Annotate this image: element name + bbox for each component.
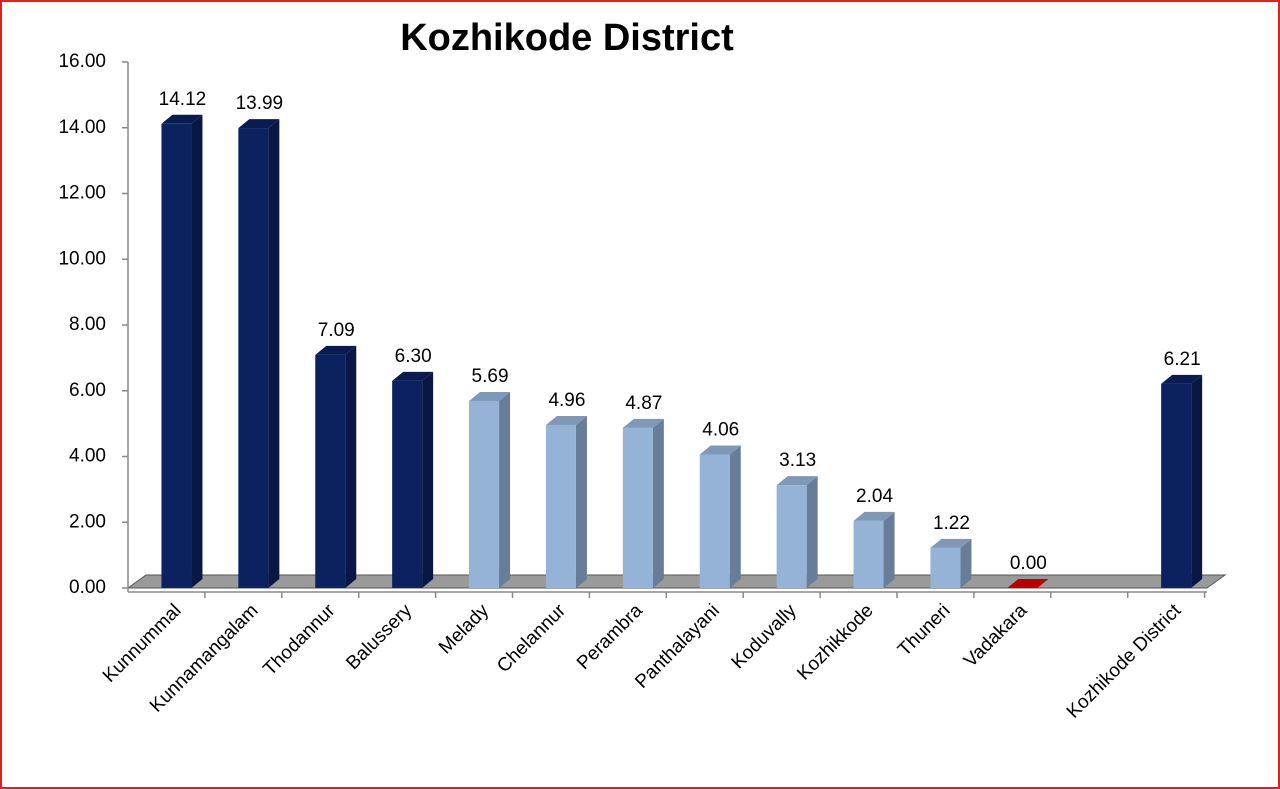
y-tick-label: 10.00 (58, 248, 106, 269)
bar-side (345, 345, 357, 588)
bar-top (930, 538, 972, 548)
bar-front (545, 424, 576, 588)
bar-front (469, 400, 500, 588)
bar-side (268, 119, 280, 589)
value-label: 4.06 (702, 420, 739, 441)
bar-top (469, 391, 511, 401)
y-tick-label: 12.00 (58, 183, 106, 204)
y-tick-label: 6.00 (69, 380, 106, 401)
bar-side (652, 418, 664, 588)
bar-front (699, 454, 730, 588)
value-label: 3.13 (779, 450, 816, 471)
bar (392, 371, 434, 588)
bar (853, 511, 895, 588)
bar (469, 391, 511, 588)
bar (930, 538, 972, 588)
y-tick-label: 16.00 (58, 51, 106, 72)
bar-side (191, 114, 203, 589)
value-label: 2.04 (856, 486, 893, 507)
y-tick-label: 14.00 (58, 117, 106, 138)
value-label: 6.30 (395, 346, 432, 367)
value-label: 1.22 (933, 513, 970, 534)
bar-front (392, 380, 423, 588)
bar (622, 418, 664, 588)
chart-title: Kozhikode District (400, 17, 734, 59)
bar (315, 345, 357, 588)
bar-top (622, 418, 664, 428)
bar-front (853, 520, 884, 588)
floor (126, 574, 1227, 589)
bar-top (238, 119, 280, 129)
bar-side (960, 538, 972, 588)
bar (238, 119, 280, 589)
value-label: 4.87 (625, 393, 662, 414)
value-label: 0.00 (1010, 553, 1047, 574)
bar-top (853, 511, 895, 521)
y-tick-label: 0.00 (69, 577, 106, 598)
bar-top (161, 114, 203, 124)
y-tick-label: 4.00 (69, 446, 106, 467)
bar (776, 476, 818, 588)
value-label: 13.99 (236, 93, 284, 114)
value-label: 4.96 (548, 390, 585, 411)
bar (545, 415, 587, 588)
bar-side (883, 511, 895, 588)
y-tick-label: 2.00 (69, 511, 106, 532)
value-label: 7.09 (318, 320, 355, 341)
bar-side (575, 415, 587, 588)
bar-front (1161, 383, 1192, 588)
value-label: 6.21 (1164, 349, 1201, 370)
y-tick-label: 8.00 (69, 314, 106, 335)
bar-top (392, 371, 434, 381)
bar-front (622, 427, 653, 588)
bar-front (776, 485, 807, 588)
bar (161, 114, 203, 589)
bar (699, 445, 741, 588)
bar-top (1161, 374, 1203, 384)
bar-side (499, 391, 511, 588)
bar-side (1191, 374, 1203, 588)
bar-side (422, 371, 434, 588)
bar (1007, 579, 1049, 588)
bar-side (729, 445, 741, 588)
bar-top (545, 415, 587, 425)
bar-top (776, 476, 818, 486)
bar (1161, 374, 1203, 588)
bar-front (238, 128, 269, 589)
bar-top (315, 345, 357, 355)
bar-top (1007, 579, 1049, 588)
bar-top (699, 445, 741, 455)
bar-front (315, 354, 346, 588)
bar-front (930, 547, 961, 588)
value-label: 5.69 (472, 366, 509, 387)
value-label: 14.12 (159, 89, 207, 110)
bar-side (806, 476, 818, 588)
bar-front (161, 123, 192, 589)
